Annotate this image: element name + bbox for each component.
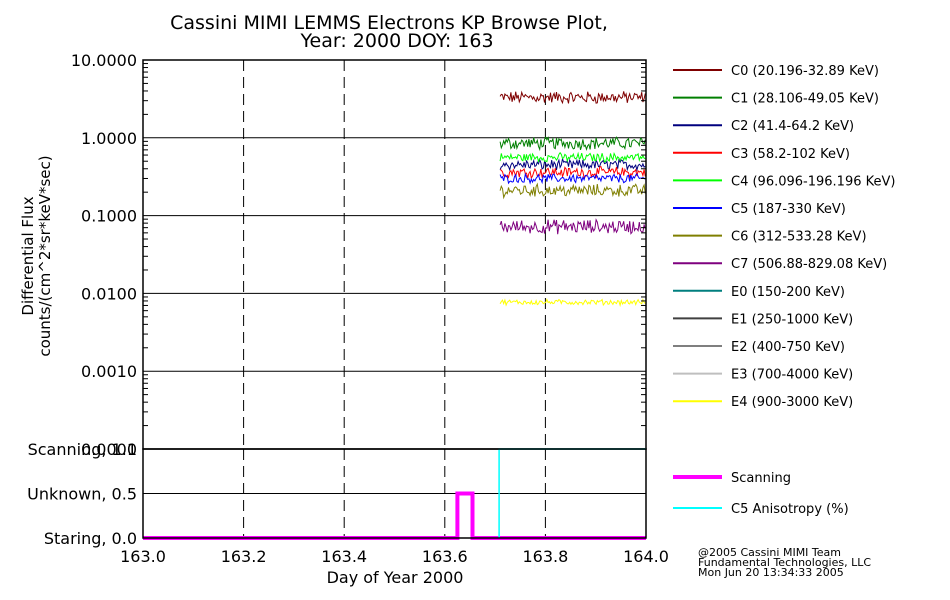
flux-series-trace (499, 218, 646, 235)
mode-y-ticks: Scanning, 1.0 Unknown, 0.5 Staring, 0.0 (27, 440, 137, 548)
mode-legend: Scanning C5 Anisotropy (%) (673, 471, 849, 517)
legend-entry-label: C3 (58.2-102 KeV) (731, 147, 850, 162)
legend-entry-label: C1 (28.106-49.05 KeV) (731, 92, 879, 107)
legend-entry-label: C6 (312-533.28 KeV) (731, 230, 867, 245)
flux-y-tick-label: 0.0100 (81, 284, 137, 303)
footer-timestamp: Mon Jun 20 13:34:33 2005 (698, 566, 844, 579)
flux-series-trace (499, 298, 646, 308)
footer-copyright: @2005 Cassini MIMI Team (698, 546, 841, 559)
flux-y-tick-label: 0.0010 (81, 362, 137, 381)
flux-series-trace (499, 157, 646, 172)
legend-entry-label: E3 (700-4000 KeV) (731, 368, 853, 383)
legend-entry-label: E1 (250-1000 KeV) (731, 312, 853, 327)
y-axis-label-line1: Differential Flux (19, 196, 37, 315)
flux-y-tick-label: 1.0000 (81, 129, 137, 148)
legend-entry-label: E0 (150-200 KeV) (731, 285, 845, 300)
flux-plot-frame (142, 59, 647, 450)
flux-series-trace (499, 172, 646, 185)
x-tick-label: 164.0 (623, 547, 669, 566)
legend-entry-label: C5 (187-330 KeV) (731, 202, 846, 217)
flux-series-trace (499, 182, 646, 200)
legend-entry-label: C0 (20.196-32.89 KeV) (731, 64, 879, 79)
flux-series-trace (499, 151, 646, 163)
flux-series-trace (499, 135, 646, 152)
legend-entry-label: C5 Anisotropy (%) (731, 502, 849, 517)
x-tick-label: 163.6 (422, 547, 468, 566)
x-tick-label: 163.0 (120, 547, 166, 566)
mode-series-line (143, 491, 646, 540)
flux-plot-border (142, 59, 647, 450)
mode-plot-grid (143, 449, 646, 538)
flux-series-trace (499, 90, 646, 105)
mode-plot-border (142, 448, 647, 539)
mode-y-tick-label: Unknown, 0.5 (27, 485, 137, 504)
x-tick-label: 163.2 (221, 547, 267, 566)
legend-entry-label: Scanning (731, 471, 791, 486)
legend-entry-label: E4 (900-3000 KeV) (731, 395, 853, 410)
mode-y-tick-label: Scanning, 1.0 (28, 440, 137, 459)
legend-entry-label: C4 (96.096-196.196 KeV) (731, 174, 895, 189)
legend-entry-label: C2 (41.4-64.2 KeV) (731, 119, 854, 134)
chart-title-line1: Cassini MIMI LEMMS Electrons KP Browse P… (170, 12, 608, 34)
x-axis-label: Day of Year 2000 (327, 568, 464, 587)
flux-legend: C0 (20.196-32.89 KeV) C1 (28.106-49.05 Ke… (673, 64, 895, 410)
chart-title-line2: Year: 2000 DOY: 163 (299, 30, 493, 52)
flux-plot-series (499, 90, 646, 308)
x-tick-label: 163.8 (522, 547, 568, 566)
legend-entry-label: C7 (506.88-829.08 KeV) (731, 257, 887, 272)
legend-entry-label: E2 (400-750 KeV) (731, 340, 845, 355)
x-tick-label: 163.4 (321, 547, 367, 566)
mode-plot-frame (142, 448, 647, 539)
flux-y-tick-label: 10.0000 (71, 51, 137, 70)
flux-y-ticks: 10.0000 1.0000 0.1000 0.0100 0.0010 0.0001 (71, 51, 137, 459)
flux-series-trace (499, 166, 646, 180)
flux-plot-grid (143, 60, 646, 449)
flux-y-tick-label: 0.0001 (81, 440, 137, 459)
footer-company: Fundamental Technologies, LLC (698, 556, 871, 569)
mode-y-tick-label: Staring, 0.0 (44, 529, 137, 548)
x-ticks: 163.0 163.2 163.4 163.6 163.8 164.0 (120, 547, 669, 566)
y-axis-label-line2: counts/(cm^2*sr*keV*sec) (36, 155, 54, 356)
flux-y-tick-label: 0.1000 (81, 207, 137, 226)
